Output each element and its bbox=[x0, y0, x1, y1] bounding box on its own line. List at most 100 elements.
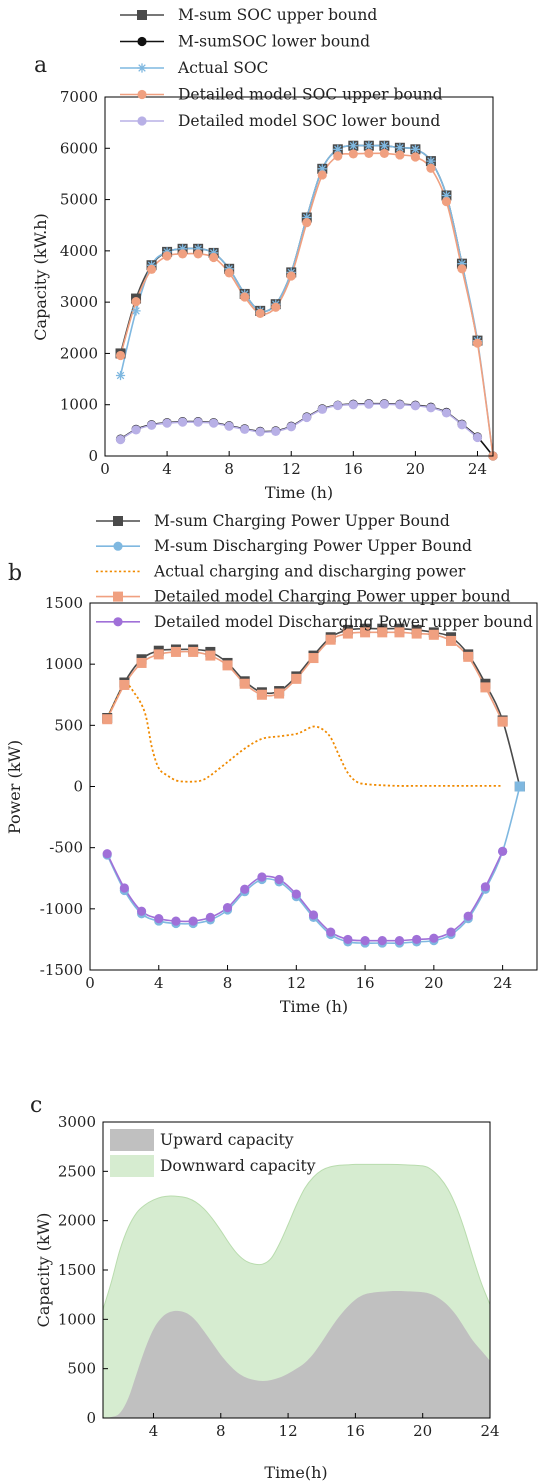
legend-label: Downward capacity bbox=[160, 1157, 316, 1175]
series-line-3 bbox=[106, 631, 504, 723]
y-tick-label: 6000 bbox=[60, 139, 98, 157]
data-point bbox=[410, 144, 420, 154]
data-point bbox=[224, 268, 234, 278]
series-line-4 bbox=[120, 403, 478, 441]
data-point bbox=[271, 302, 281, 312]
data-point bbox=[441, 408, 452, 418]
x-tick-label: 12 bbox=[287, 974, 306, 992]
data-point bbox=[472, 432, 483, 443]
data-point bbox=[343, 934, 353, 945]
series-markers-4 bbox=[115, 399, 483, 445]
data-point bbox=[394, 936, 405, 946]
y-tick-label: 5000 bbox=[60, 191, 98, 209]
legend-marker bbox=[137, 89, 147, 100]
data-point bbox=[257, 872, 267, 882]
legend-marker bbox=[136, 9, 147, 20]
panel-label: c bbox=[30, 1093, 42, 1118]
data-point bbox=[395, 143, 405, 153]
panel-a-axes: 0 4 8 12 16 20 24 0 1000 2000 3000 4000 5000 6000 7000… bbox=[31, 53, 494, 502]
series-markers-3 bbox=[102, 627, 508, 727]
x-tick-label: 12 bbox=[279, 1422, 298, 1440]
data-point bbox=[178, 249, 188, 259]
data-point bbox=[205, 650, 216, 661]
data-point bbox=[255, 427, 265, 437]
data-point bbox=[193, 244, 203, 254]
data-point bbox=[395, 150, 405, 160]
panel-c-axes: 4 8 12 16 20 24 0 500 1000 1500 2000 2500 3000 Time(h… bbox=[30, 1093, 500, 1482]
series-markers-1 bbox=[115, 399, 498, 461]
data-point bbox=[377, 936, 387, 946]
series-line-4 bbox=[106, 850, 504, 942]
panel-label: b bbox=[8, 561, 22, 586]
data-point bbox=[379, 148, 389, 159]
series-markers-3 bbox=[115, 148, 498, 461]
y-tick-label: 0 bbox=[88, 447, 98, 465]
x-axis-label: Time (h) bbox=[280, 997, 348, 1016]
data-point bbox=[131, 425, 141, 435]
data-point bbox=[286, 271, 296, 281]
x-tick-label: 8 bbox=[223, 974, 233, 992]
data-point bbox=[193, 417, 203, 427]
data-point bbox=[348, 149, 358, 159]
y-tick-label: 2000 bbox=[58, 1212, 96, 1230]
data-point bbox=[514, 781, 525, 792]
data-point bbox=[188, 916, 198, 926]
data-point bbox=[463, 651, 474, 662]
data-point bbox=[480, 882, 491, 892]
data-point bbox=[379, 141, 389, 151]
data-point bbox=[333, 400, 343, 411]
data-point bbox=[115, 350, 126, 361]
data-point bbox=[240, 292, 250, 302]
data-point bbox=[146, 420, 157, 430]
data-point bbox=[426, 156, 436, 166]
data-point bbox=[395, 400, 405, 410]
legend-marker bbox=[137, 63, 147, 73]
data-point bbox=[205, 912, 215, 922]
data-point bbox=[364, 399, 374, 409]
data-point bbox=[317, 164, 327, 174]
legend-label: M-sum Charging Power Upper Bound bbox=[154, 512, 450, 530]
data-point bbox=[239, 678, 250, 689]
x-tick-label: 16 bbox=[346, 1422, 365, 1440]
legend-marker bbox=[113, 516, 124, 527]
data-point bbox=[240, 424, 250, 434]
data-point bbox=[119, 679, 130, 690]
panel-a-legend: M-sum SOC upper bound M-sumSOC lower boun… bbox=[120, 6, 443, 130]
legend-swatch bbox=[110, 1129, 154, 1151]
data-point bbox=[256, 689, 267, 700]
y-tick-label: 1500 bbox=[58, 1261, 96, 1279]
y-tick-label: -1500 bbox=[40, 961, 83, 979]
data-point bbox=[411, 628, 422, 639]
data-point bbox=[178, 417, 188, 427]
data-point bbox=[360, 627, 371, 638]
panel-b-legend: M-sum Charging Power Upper Bound M-sum Di… bbox=[96, 512, 533, 631]
legend-marker bbox=[113, 617, 123, 627]
data-point bbox=[379, 399, 389, 409]
data-point bbox=[274, 874, 284, 885]
y-tick-label: 2500 bbox=[58, 1162, 96, 1180]
data-point bbox=[131, 306, 141, 316]
y-tick-label: 1000 bbox=[60, 396, 98, 414]
data-point bbox=[146, 264, 157, 274]
x-axis-label: Time (h) bbox=[265, 483, 333, 502]
x-tick-label: 4 bbox=[162, 460, 172, 478]
x-tick-label: 24 bbox=[468, 460, 487, 478]
series-line-3 bbox=[119, 152, 494, 457]
x-tick-label: 20 bbox=[424, 974, 443, 992]
data-point bbox=[115, 370, 126, 381]
data-point bbox=[497, 716, 508, 727]
y-axis-label: Capacity (kW) bbox=[34, 1213, 53, 1328]
data-point bbox=[170, 646, 181, 657]
legend-label: Detailed model SOC upper bound bbox=[178, 86, 443, 104]
y-tick-label: 3000 bbox=[58, 1113, 96, 1131]
y-tick-label: 500 bbox=[54, 716, 83, 734]
y-tick-label: 1000 bbox=[45, 655, 83, 673]
series-markers-4 bbox=[102, 846, 508, 946]
data-point bbox=[457, 259, 467, 269]
data-point bbox=[360, 936, 370, 946]
data-point bbox=[286, 422, 296, 432]
x-tick-label: 8 bbox=[224, 460, 234, 478]
legend-marker bbox=[113, 541, 123, 551]
data-point bbox=[472, 338, 483, 348]
y-tick-label: 3000 bbox=[60, 293, 98, 311]
